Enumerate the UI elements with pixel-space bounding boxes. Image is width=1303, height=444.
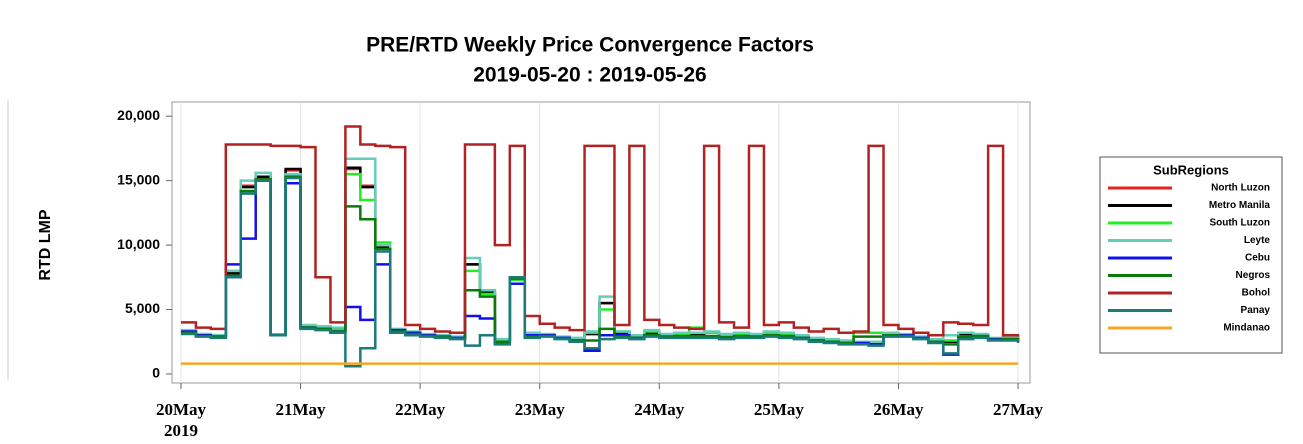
legend-box: [1099, 156, 1283, 354]
x-tick-label: 21May: [276, 400, 327, 419]
y-tick-label: 0: [152, 365, 160, 381]
x-tick-label: 23May: [515, 400, 566, 419]
legend-label: Cebu: [1245, 253, 1270, 264]
legend-label: Metro Manila: [1209, 200, 1271, 211]
x-tick-label: 20May: [156, 400, 207, 419]
y-tick-label: 20,000: [117, 107, 160, 123]
y-tick-label: 15,000: [117, 171, 160, 187]
series-line: [180, 176, 1020, 368]
chart-subtitle: 2019-05-20 : 2019-05-26: [473, 64, 707, 87]
legend-label: Mindanao: [1223, 323, 1270, 334]
legend-label: South Luzon: [1209, 218, 1270, 229]
x-tick-label: 27May: [993, 400, 1044, 419]
legend-label: Bohol: [1242, 288, 1271, 299]
legend-label: Leyte: [1244, 235, 1271, 246]
legend-title: SubRegions: [1153, 162, 1229, 177]
x-tick-label: 26May: [873, 400, 924, 419]
y-tick-label: 5,000: [125, 300, 160, 316]
y-axis-label: RTD LMP: [37, 209, 54, 280]
legend-label: North Luzon: [1211, 183, 1270, 194]
x-year-label: 2019: [164, 421, 198, 440]
x-tick-label: 25May: [754, 400, 805, 419]
y-tick-label: 10,000: [117, 236, 160, 252]
legend-label: Negros: [1236, 270, 1271, 281]
series-line: [180, 125, 1020, 337]
plot-frame: [171, 101, 1031, 384]
x-tick-label: 22May: [395, 400, 446, 419]
legend-label: Panay: [1241, 305, 1271, 316]
chart-title: PRE/RTD Weekly Price Convergence Factors: [366, 34, 814, 57]
x-tick-label: 24May: [634, 400, 685, 419]
